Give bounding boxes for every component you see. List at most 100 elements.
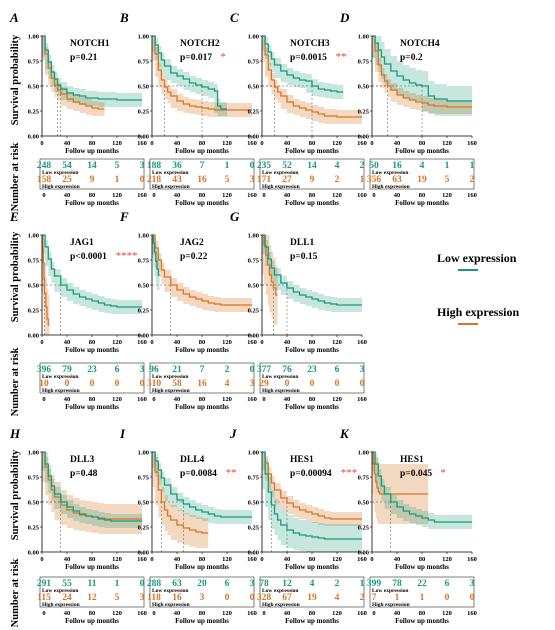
y-tick-label: 0.25 [138, 108, 150, 115]
risk-x-axis-label: Follow up months [285, 617, 339, 625]
risk-count-low: 1 [360, 579, 365, 589]
risk-count-low: 20 [197, 579, 207, 589]
risk-table-frame [369, 576, 475, 608]
risk-x-tick-label: 40 [174, 192, 181, 199]
risk-count-high: 1 [115, 175, 120, 185]
risk-x-axis-label: Follow up months [65, 403, 119, 411]
x-tick-label: 0 [150, 140, 153, 147]
curve-low-expression [42, 35, 142, 101]
ci-band-high [372, 452, 429, 524]
panel-letter: F [119, 209, 129, 224]
x-tick-label: 120 [222, 140, 232, 147]
risk-count-high: 58 [172, 379, 182, 389]
p-value: p=0.0015 [290, 53, 327, 63]
y-tick-label: 1.00 [248, 33, 259, 40]
y-tick-label: 0.75 [138, 257, 150, 264]
risk-x-axis-label: Follow up months [175, 403, 229, 411]
x-tick-label: 120 [442, 140, 452, 147]
y-tick-label: 0.75 [358, 58, 370, 65]
x-tick-label: 160 [137, 339, 147, 346]
ci-band-low [42, 235, 142, 314]
risk-table: 399 7 0 78 1 40 22 1 80 6 0 120 3 0 160 Low expression H… [367, 576, 477, 625]
panel-letter: B [119, 10, 129, 25]
risk-count-low: 399 [367, 579, 382, 589]
risk-count-high: 2 [360, 593, 365, 603]
risk-label-low: Low expression [42, 170, 78, 176]
risk-x-tick-label: 80 [89, 610, 96, 617]
risk-count-high: 10 [39, 379, 49, 389]
x-tick-label: 0 [260, 339, 263, 346]
y-tick-label: 0.50 [248, 499, 259, 506]
x-tick-label: 0 [150, 339, 153, 346]
x-tick-label: 0 [40, 556, 43, 563]
risk-x-tick-label: 120 [442, 610, 452, 617]
risk-x-tick-label: 160 [137, 396, 147, 403]
risk-table: 188 218 0 36 43 40 7 16 80 1 5 120 0 3 160 Low expressi… [147, 158, 257, 207]
y-tick-label: 1.00 [28, 232, 39, 239]
curve-high-expression [41, 234, 50, 326]
x-axis-label: Follow up months [285, 346, 339, 354]
risk-x-tick-label: 40 [64, 610, 71, 617]
curve-low-expression [152, 35, 227, 110]
risk-table-frame [149, 158, 255, 190]
x-tick-label: 40 [174, 339, 181, 346]
y-tick-label: 0.50 [138, 282, 149, 289]
x-tick-label: 160 [137, 140, 147, 147]
significance-stars: ** [336, 51, 347, 63]
risk-count-high: 0 [115, 379, 120, 389]
risk-count-low: 7 [200, 365, 205, 375]
ci-band-high [42, 452, 142, 534]
y-tick-label: 1.00 [138, 232, 149, 239]
y-tick-label: 1.00 [358, 33, 369, 40]
x-axis-label: Follow up months [395, 147, 449, 155]
risk-table: 248 158 0 54 25 40 14 9 80 5 1 120 3 0 160 Low expressi… [37, 158, 147, 207]
y-tick-label: 0.50 [248, 83, 259, 90]
x-tick-label: 40 [284, 140, 291, 147]
risk-x-tick-label: 160 [357, 610, 367, 617]
p-value: p=0.2 [400, 53, 423, 63]
significance-stars: * [220, 51, 226, 63]
risk-x-axis-label: Follow up months [175, 617, 229, 625]
risk-count-high: 171 [257, 175, 272, 185]
x-tick-label: 160 [247, 339, 257, 346]
y-tick-label: 0.75 [248, 474, 260, 481]
x-tick-label: 0 [370, 140, 373, 147]
risk-table-frame [369, 158, 475, 190]
risk-count-low: 23 [87, 365, 97, 375]
risk-x-axis-label: Follow up months [285, 403, 339, 411]
y-tick-label: 0.00 [248, 133, 259, 140]
ci-band-high [152, 235, 252, 312]
risk-label-low: Low expression [372, 588, 408, 594]
curve-low-expression [152, 234, 160, 276]
risk-x-tick-label: 40 [284, 192, 291, 199]
curve-high-expression [152, 35, 252, 111]
risk-count-low: 4 [310, 579, 315, 589]
significance-stars: * [440, 467, 446, 479]
risk-x-tick-label: 120 [332, 396, 342, 403]
risk-table-frame [149, 362, 255, 394]
x-tick-label: 80 [309, 556, 316, 563]
risk-x-tick-label: 0 [262, 192, 265, 199]
x-axis-label: Follow up months [285, 563, 339, 571]
y-tick-label: 0.00 [138, 133, 149, 140]
x-tick-label: 160 [137, 556, 147, 563]
p-value: p=0.017 [180, 53, 212, 63]
risk-label-high: High expression [152, 388, 190, 394]
y-tick-label: 0.75 [138, 474, 150, 481]
risk-count-low: 396 [37, 365, 52, 375]
x-tick-label: 40 [394, 140, 401, 147]
risk-x-tick-label: 80 [309, 192, 316, 199]
risk-count-high: 5 [225, 175, 230, 185]
risk-x-axis-label: Follow up months [65, 199, 119, 207]
risk-x-tick-label: 0 [372, 192, 375, 199]
risk-x-tick-label: 120 [332, 192, 342, 199]
risk-x-tick-label: 80 [199, 610, 206, 617]
y-tick-label: 0.75 [248, 58, 260, 65]
risk-x-tick-label: 0 [372, 610, 375, 617]
ci-band-low [262, 36, 344, 99]
y-tick-label: 0.50 [28, 83, 39, 90]
x-tick-label: 40 [284, 339, 291, 346]
